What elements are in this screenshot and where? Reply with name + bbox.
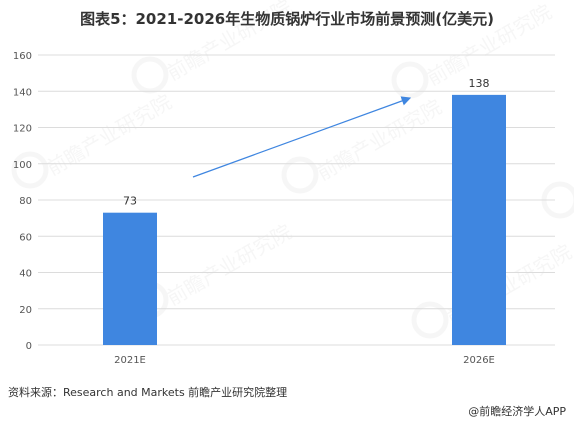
bar: [452, 94, 506, 345]
y-tick-label: 120: [13, 124, 32, 135]
credit-note: @前瞻经济学人APP: [468, 405, 566, 418]
watermark: 前瞻产业研究院: [131, 0, 296, 94]
y-tick-label: 20: [19, 305, 32, 316]
y-tick-label: 0: [26, 341, 32, 352]
bar: [103, 212, 157, 345]
trend-arrow: [192, 96, 412, 178]
watermark: 前瞻产业研究院: [131, 220, 296, 319]
watermark: 前瞻产业研究院: [541, 120, 574, 219]
svg-text:前瞻产业研究院: 前瞻产业研究院: [163, 220, 296, 311]
x-tick-label: 2026E: [463, 355, 495, 366]
y-tick-label: 80: [19, 196, 32, 207]
svg-text:前瞻产业研究院: 前瞻产业研究院: [163, 0, 296, 85]
y-tick-label: 40: [19, 269, 32, 280]
svg-text:前瞻产业研究院: 前瞻产业研究院: [43, 90, 176, 181]
x-tick-label: 2021E: [114, 355, 146, 366]
y-tick-label: 100: [13, 160, 32, 171]
y-tick-label: 60: [19, 232, 32, 243]
data-label: 73: [123, 195, 137, 208]
source-note: 资料来源：Research and Markets 前瞻产业研究院整理: [8, 386, 288, 399]
svg-text:前瞻产业研究院: 前瞻产业研究院: [313, 95, 446, 186]
chart-title: 图表5：2021-2026年生物质锅炉行业市场前景预测(亿美元): [80, 10, 494, 28]
watermark: 前瞻产业研究院: [281, 95, 446, 194]
y-tick-label: 160: [13, 51, 32, 62]
y-tick-label: 140: [13, 87, 32, 98]
data-label: 138: [469, 77, 490, 90]
watermark: 前瞻产业研究院: [11, 90, 176, 189]
